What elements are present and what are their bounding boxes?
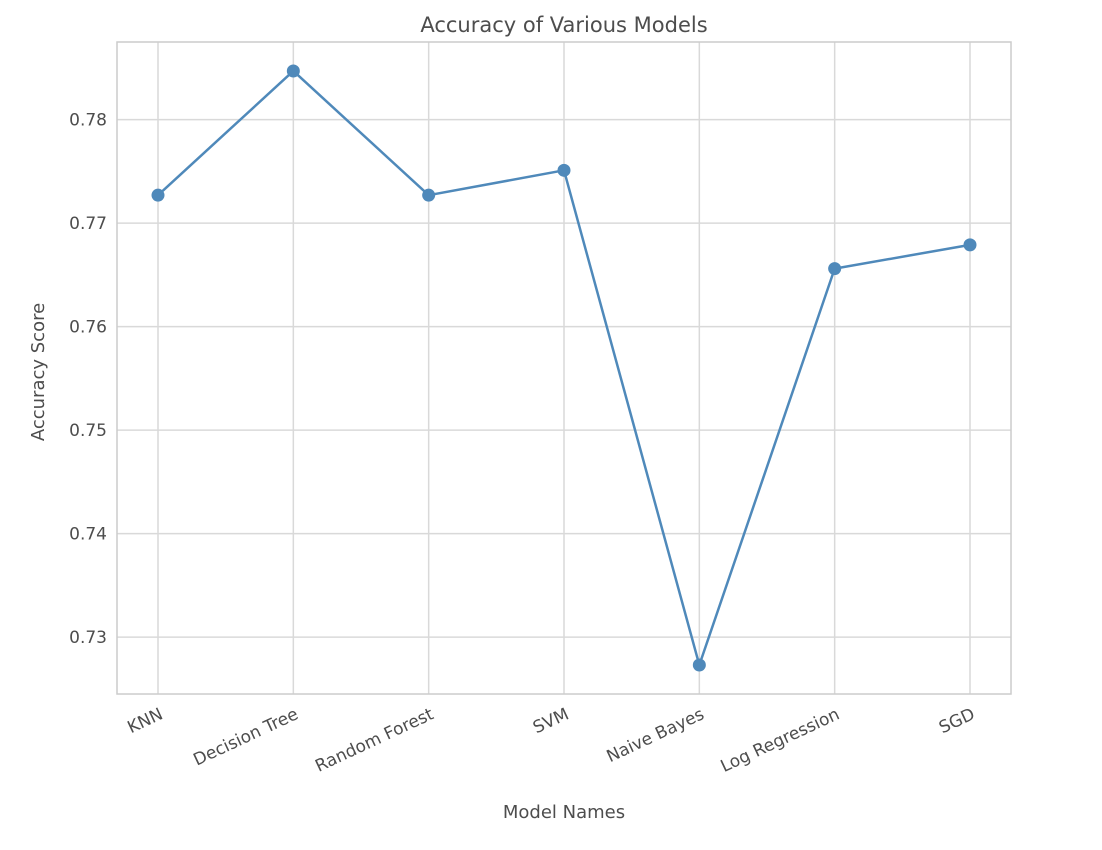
y-axis-label: Accuracy Score <box>28 303 49 441</box>
grid-lines <box>117 42 1011 694</box>
x-tick-label: Naive Bayes <box>604 704 708 767</box>
y-tick-label: 0.75 <box>69 421 107 441</box>
data-point <box>151 188 165 202</box>
x-tick-label: SGD <box>936 704 978 738</box>
x-tick-label: Log Regression <box>718 704 843 777</box>
series-layer <box>151 64 977 672</box>
x-axis-ticks: KNN Decision Tree Random Forest SVM Naive Ba… <box>124 704 978 777</box>
x-tick-label: Random Forest <box>312 704 437 776</box>
x-tick-label: Decision Tree <box>190 704 301 770</box>
y-tick-label: 0.78 <box>69 111 107 131</box>
y-axis-ticks: 0.73 0.74 0.75 0.76 0.77 0.78 <box>69 111 107 648</box>
x-tick-label: KNN <box>124 704 166 738</box>
x-axis-label: Model Names <box>503 802 625 823</box>
plot-area-border <box>116 41 1012 695</box>
data-point <box>557 163 571 177</box>
data-point <box>828 262 842 276</box>
data-point <box>422 188 436 202</box>
y-tick-label: 0.74 <box>69 525 107 545</box>
y-tick-label: 0.77 <box>69 214 107 234</box>
chart-title: Accuracy of Various Models <box>420 13 707 37</box>
data-point <box>692 658 706 672</box>
x-tick-label: SVM <box>530 704 572 738</box>
y-tick-label: 0.73 <box>69 628 107 648</box>
data-point <box>963 238 977 252</box>
y-tick-label: 0.76 <box>69 318 107 338</box>
data-point <box>286 64 300 78</box>
